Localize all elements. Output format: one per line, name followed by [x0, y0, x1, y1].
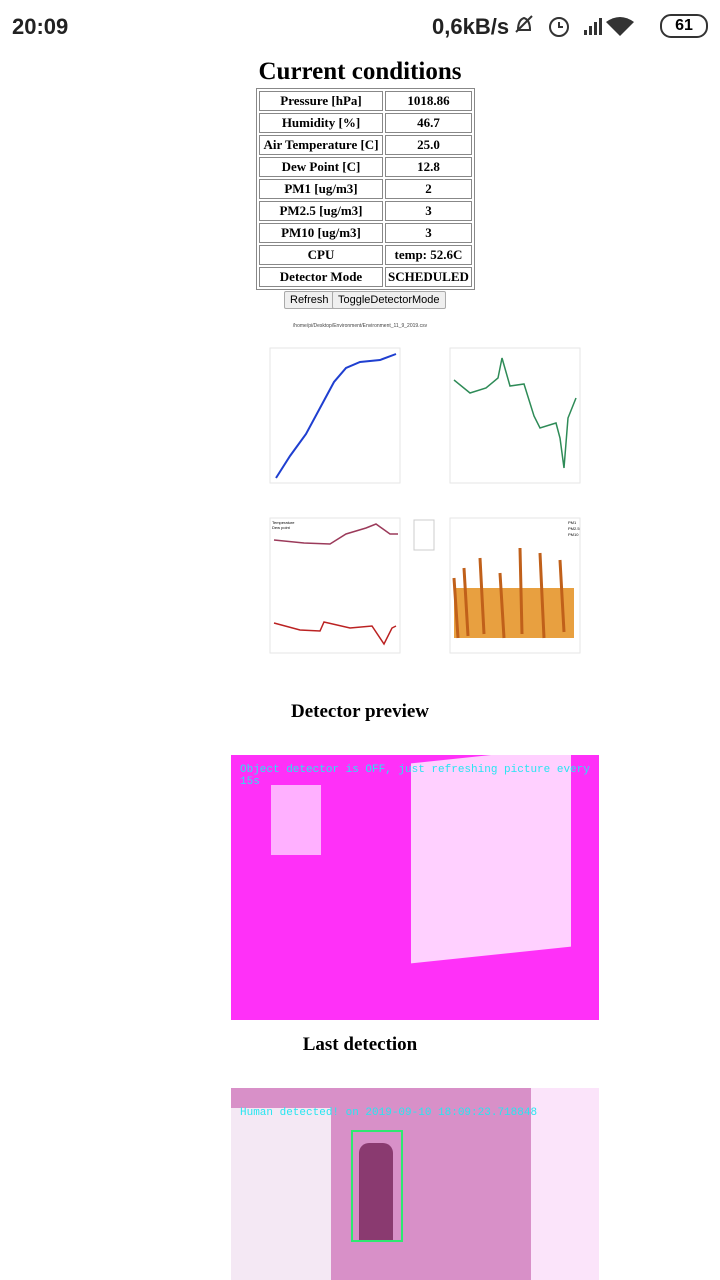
clock: 20:09	[12, 14, 69, 39]
legend-item: PM2.5	[568, 526, 580, 531]
legend-item: Dew point	[272, 525, 290, 530]
value-cell: 12.8	[385, 157, 472, 177]
table-row: Air Temperature [C] 25.0	[259, 135, 472, 155]
label-cell: PM10 [ug/m3]	[259, 223, 383, 243]
value-cell: 46.7	[385, 113, 472, 133]
table-row: Humidity [%] 46.7	[259, 113, 472, 133]
table-row: PM1 [ug/m3] 2	[259, 179, 472, 199]
conditions-table: Pressure [hPa] 1018.86 Humidity [%] 46.7 Air…	[256, 88, 475, 290]
legend-item: Temperature	[272, 520, 295, 525]
toggle-button[interactable]: ToggleDetectorMode	[332, 291, 446, 309]
label-cell: Pressure [hPa]	[259, 91, 383, 111]
refresh-button[interactable]: Refresh	[284, 291, 335, 309]
detection-overlay: Human detected! on 2019-09-10 18:09:23.7…	[240, 1107, 538, 1119]
label-cell: Humidity [%]	[259, 113, 383, 133]
table-row: Pressure [hPa] 1018.86	[259, 91, 472, 111]
label-cell: Detector Mode	[259, 267, 383, 287]
detection-image: Human detected! on 2019-09-10 18:09:23.7…	[231, 1088, 599, 1280]
value-cell: 3	[385, 223, 472, 243]
label-cell: Dew Point [C]	[259, 157, 383, 177]
label-cell: PM2.5 [ug/m3]	[259, 201, 383, 221]
legend-pm: PM1 PM2.5 PM10	[568, 520, 580, 538]
table-row: PM2.5 [ug/m3] 3	[259, 201, 472, 221]
detection-heading: Last detection	[302, 1034, 418, 1055]
value-cell: 3	[385, 201, 472, 221]
preview-overlay: Object detector is OFF, just refreshing …	[240, 764, 590, 788]
value-cell: 2	[385, 179, 472, 199]
legend-item: PM10	[568, 532, 579, 537]
preview-heading: Detector preview	[290, 701, 430, 722]
legend-temp: Temperature Dew point	[272, 520, 294, 530]
legend-item: PM1	[568, 520, 577, 525]
value-cell: 1018.86	[385, 91, 472, 111]
plots	[269, 347, 581, 654]
value-cell: temp: 52.6C	[385, 245, 472, 265]
plot-caption: /home/pi/Desktop/Environment/Environment…	[292, 323, 428, 329]
table-row: CPU temp: 52.6C	[259, 245, 472, 265]
battery: 61	[660, 14, 708, 38]
label-cell: PM1 [ug/m3]	[259, 179, 383, 199]
status-icons	[515, 15, 634, 37]
label-cell: CPU	[259, 245, 383, 265]
value-cell: SCHEDULED	[385, 267, 472, 287]
label-cell: Air Temperature [C]	[259, 135, 383, 155]
table-row: Detector Mode SCHEDULED	[259, 267, 472, 287]
table-row: Dew Point [C] 12.8	[259, 157, 472, 177]
table-row: PM10 [ug/m3] 3	[259, 223, 472, 243]
title: Current conditions	[258, 58, 462, 85]
network-speed: 0,6kB/s	[432, 14, 510, 39]
value-cell: 25.0	[385, 135, 472, 155]
preview-image: Object detector is OFF, just refreshing …	[231, 755, 599, 1020]
